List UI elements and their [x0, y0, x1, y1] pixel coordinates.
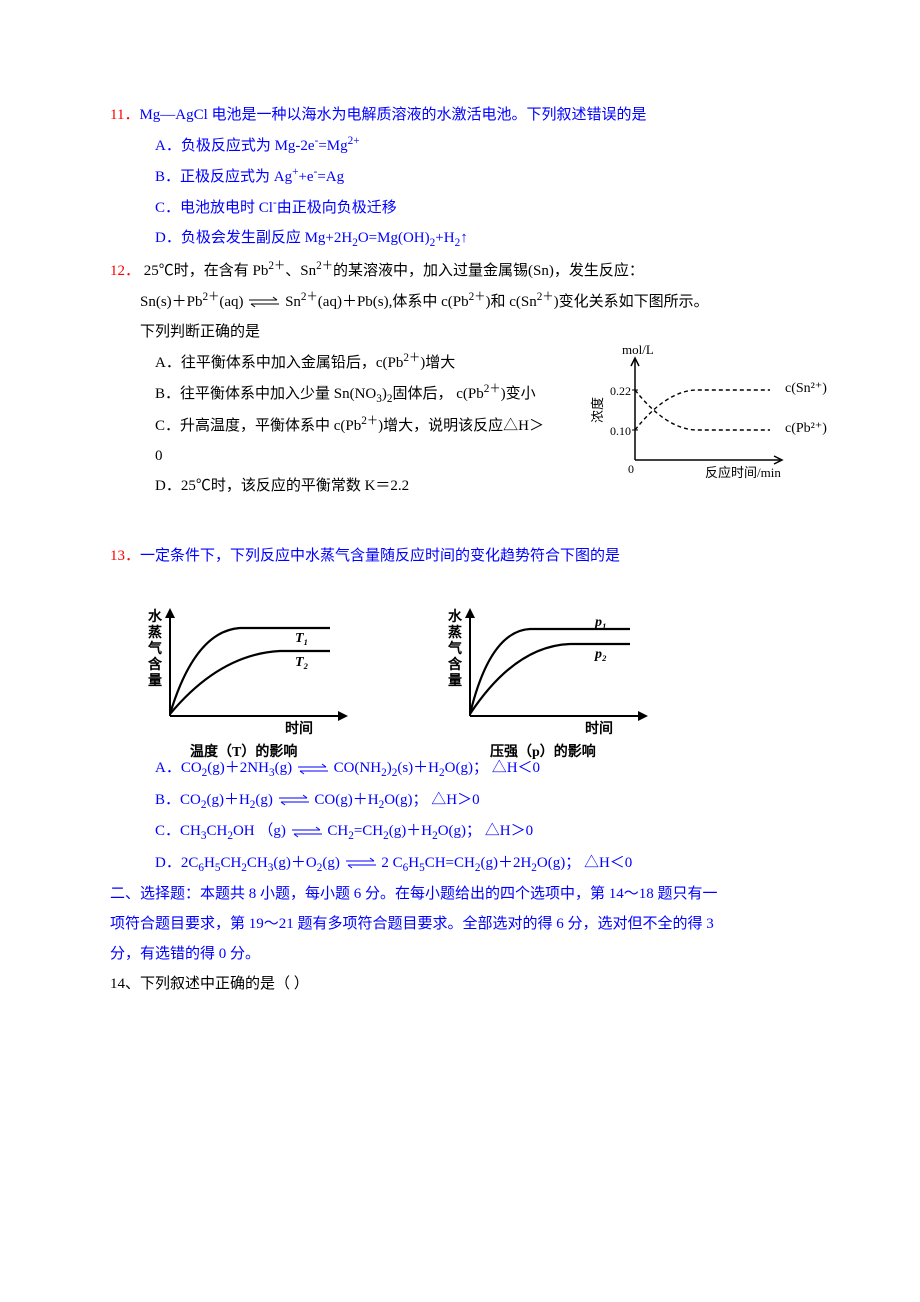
question-12: 12． 25℃时，在含有 Pb2＋、Sn2＋的某溶液中，加入过量金属锡(Sn)，… [110, 255, 830, 502]
svg-text:蒸: 蒸 [148, 624, 162, 641]
q12-line-sn: c(Sn²⁺) [785, 381, 827, 396]
q12-number: 12． [110, 263, 140, 279]
q14-text: 14、下列叙述中正确的是（ ） [110, 976, 309, 992]
q11-option-a: A．负极反应式为 Mg-2e-=Mg2+ [110, 130, 830, 161]
q11-stem: 11．Mg—AgCl 电池是一种以海水为电解质溶液的水激活电池。下列叙述错误的是 [110, 100, 830, 130]
svg-text:量: 量 [148, 673, 162, 689]
q13-p1-label: p₁ [594, 615, 607, 630]
q11-option-b: B．正极反应式为 Ag++e-=Ag [110, 161, 830, 192]
q11-option-d: D．负极会发生副反应 Mg+2H2O=Mg(OH)2+H2↑ [110, 223, 830, 255]
q13-t1-label: T₁ [295, 631, 308, 646]
q13-left-xlabel: 时间 [285, 720, 313, 737]
section2-line2: 项符合题目要求，第 19～21 题有多项符合题目要求。全部选对的得 6 分，选对… [110, 909, 830, 939]
equilibrium-arrow-icon [277, 794, 311, 806]
q13-stem-text: 一定条件下，下列反应中水蒸气含量随反应时间的变化趋势符合下图的是 [140, 548, 620, 564]
q12-stem-line2: Sn(s)＋Pb2＋(aq) Sn2＋(aq)＋Pb(s),体系中 c(Pb2＋… [110, 286, 830, 317]
q12-ytick2: 0.10 [610, 424, 631, 438]
q12-ylabel: 浓度 [590, 396, 605, 422]
equilibrium-arrow-icon [247, 296, 281, 308]
q13-number: 13． [110, 548, 140, 564]
svg-text:气: 气 [447, 640, 462, 657]
q13-option-d: D．2C6H5CH2CH3(g)＋O2(g) 2 C6H5CH=CH2(g)＋2… [110, 848, 830, 880]
q12-option-a: A．往平衡体系中加入金属铅后，c(Pb2＋)增大 [110, 347, 550, 378]
q12-stem-line1: 12． 25℃时，在含有 Pb2＋、Sn2＋的某溶液中，加入过量金属锡(Sn)，… [110, 255, 830, 286]
q12-option-b: B．往平衡体系中加入少量 Sn(NO3)2固体后， c(Pb2＋)变小 [110, 378, 550, 411]
q12-option-d: D．25℃时，该反应的平衡常数 K＝2.2 [110, 471, 550, 501]
q12-origin: 0 [628, 462, 634, 476]
q13-p2-label: p₂ [594, 647, 607, 662]
svg-text:蒸: 蒸 [448, 624, 462, 641]
equilibrium-arrow-icon [344, 857, 378, 869]
svg-text:水: 水 [448, 608, 463, 625]
section-2-heading: 二、选择题：本题共 8 小题，每小题 6 分。在每小题给出的四个选项中，第 14… [110, 879, 830, 969]
svg-text:气: 气 [147, 640, 162, 657]
equilibrium-arrow-icon [296, 763, 330, 775]
question-11: 11．Mg—AgCl 电池是一种以海水为电解质溶液的水激活电池。下列叙述错误的是… [110, 100, 830, 255]
q12-concentration-graph: 浓度 mol/L 0.22 0.10 0 c(Sn²⁺) c(Pb²⁺) 反应时… [590, 340, 850, 501]
q13-temperature-graph: 水 蒸 气 含 量 T₁ T₂ 时间 温度（T）的影响 [130, 596, 370, 766]
question-13: 13．一定条件下，下列反应中水蒸气含量随反应时间的变化趋势符合下图的是 水 蒸 … [110, 541, 830, 879]
q11-stem-text: Mg—AgCl 电池是一种以海水为电解质溶液的水激活电池。下列叙述错误的是 [139, 107, 646, 123]
svg-text:含: 含 [148, 656, 163, 673]
q12-xlabel: 反应时间/min [705, 465, 781, 480]
q11-option-c: C．电池放电时 Cl-由正极向负极迁移 [110, 192, 830, 223]
q13-right-xlabel: 时间 [585, 720, 613, 737]
q12-option-c: C．升高温度，平衡体系中 c(Pb2＋)增大，说明该反应△H＞0 [110, 410, 550, 471]
svg-text:含: 含 [448, 656, 463, 673]
q12-yunit: mol/L [622, 342, 654, 357]
q12-ytick1: 0.22 [610, 384, 631, 398]
q13-option-c: C．CH3CH2OH （g) CH2=CH2(g)＋H2O(g)； △H＞0 [110, 816, 830, 848]
svg-text:量: 量 [448, 673, 462, 689]
q13-pressure-graph: 水 蒸 气 含 量 p₁ p₂ 时间 压强（p）的影响 [430, 596, 670, 766]
equilibrium-arrow-icon [290, 826, 324, 838]
section2-line1: 二、选择题：本题共 8 小题，每小题 6 分。在每小题给出的四个选项中，第 14… [110, 879, 830, 909]
q11-number: 11． [110, 107, 139, 123]
question-14: 14、下列叙述中正确的是（ ） [110, 969, 830, 999]
svg-text:水: 水 [148, 608, 163, 625]
q13-stem: 13．一定条件下，下列反应中水蒸气含量随反应时间的变化趋势符合下图的是 [110, 541, 830, 571]
section2-line3: 分，有选错的得 0 分。 [110, 939, 830, 969]
q13-t2-label: T₂ [295, 655, 309, 670]
q13-option-a: A．CO2(g)＋2NH3(g) CO(NH2)2(s)＋H2O(g)； △H＜… [110, 753, 830, 785]
q12-line-pb: c(Pb²⁺) [785, 421, 827, 436]
q13-option-b: B．CO2(g)＋H2(g) CO(g)＋H2O(g)； △H＞0 [110, 785, 830, 817]
q13-graphs: 水 蒸 气 含 量 T₁ T₂ 时间 温度（T）的影响 水 蒸 气 含 量 [110, 596, 830, 766]
